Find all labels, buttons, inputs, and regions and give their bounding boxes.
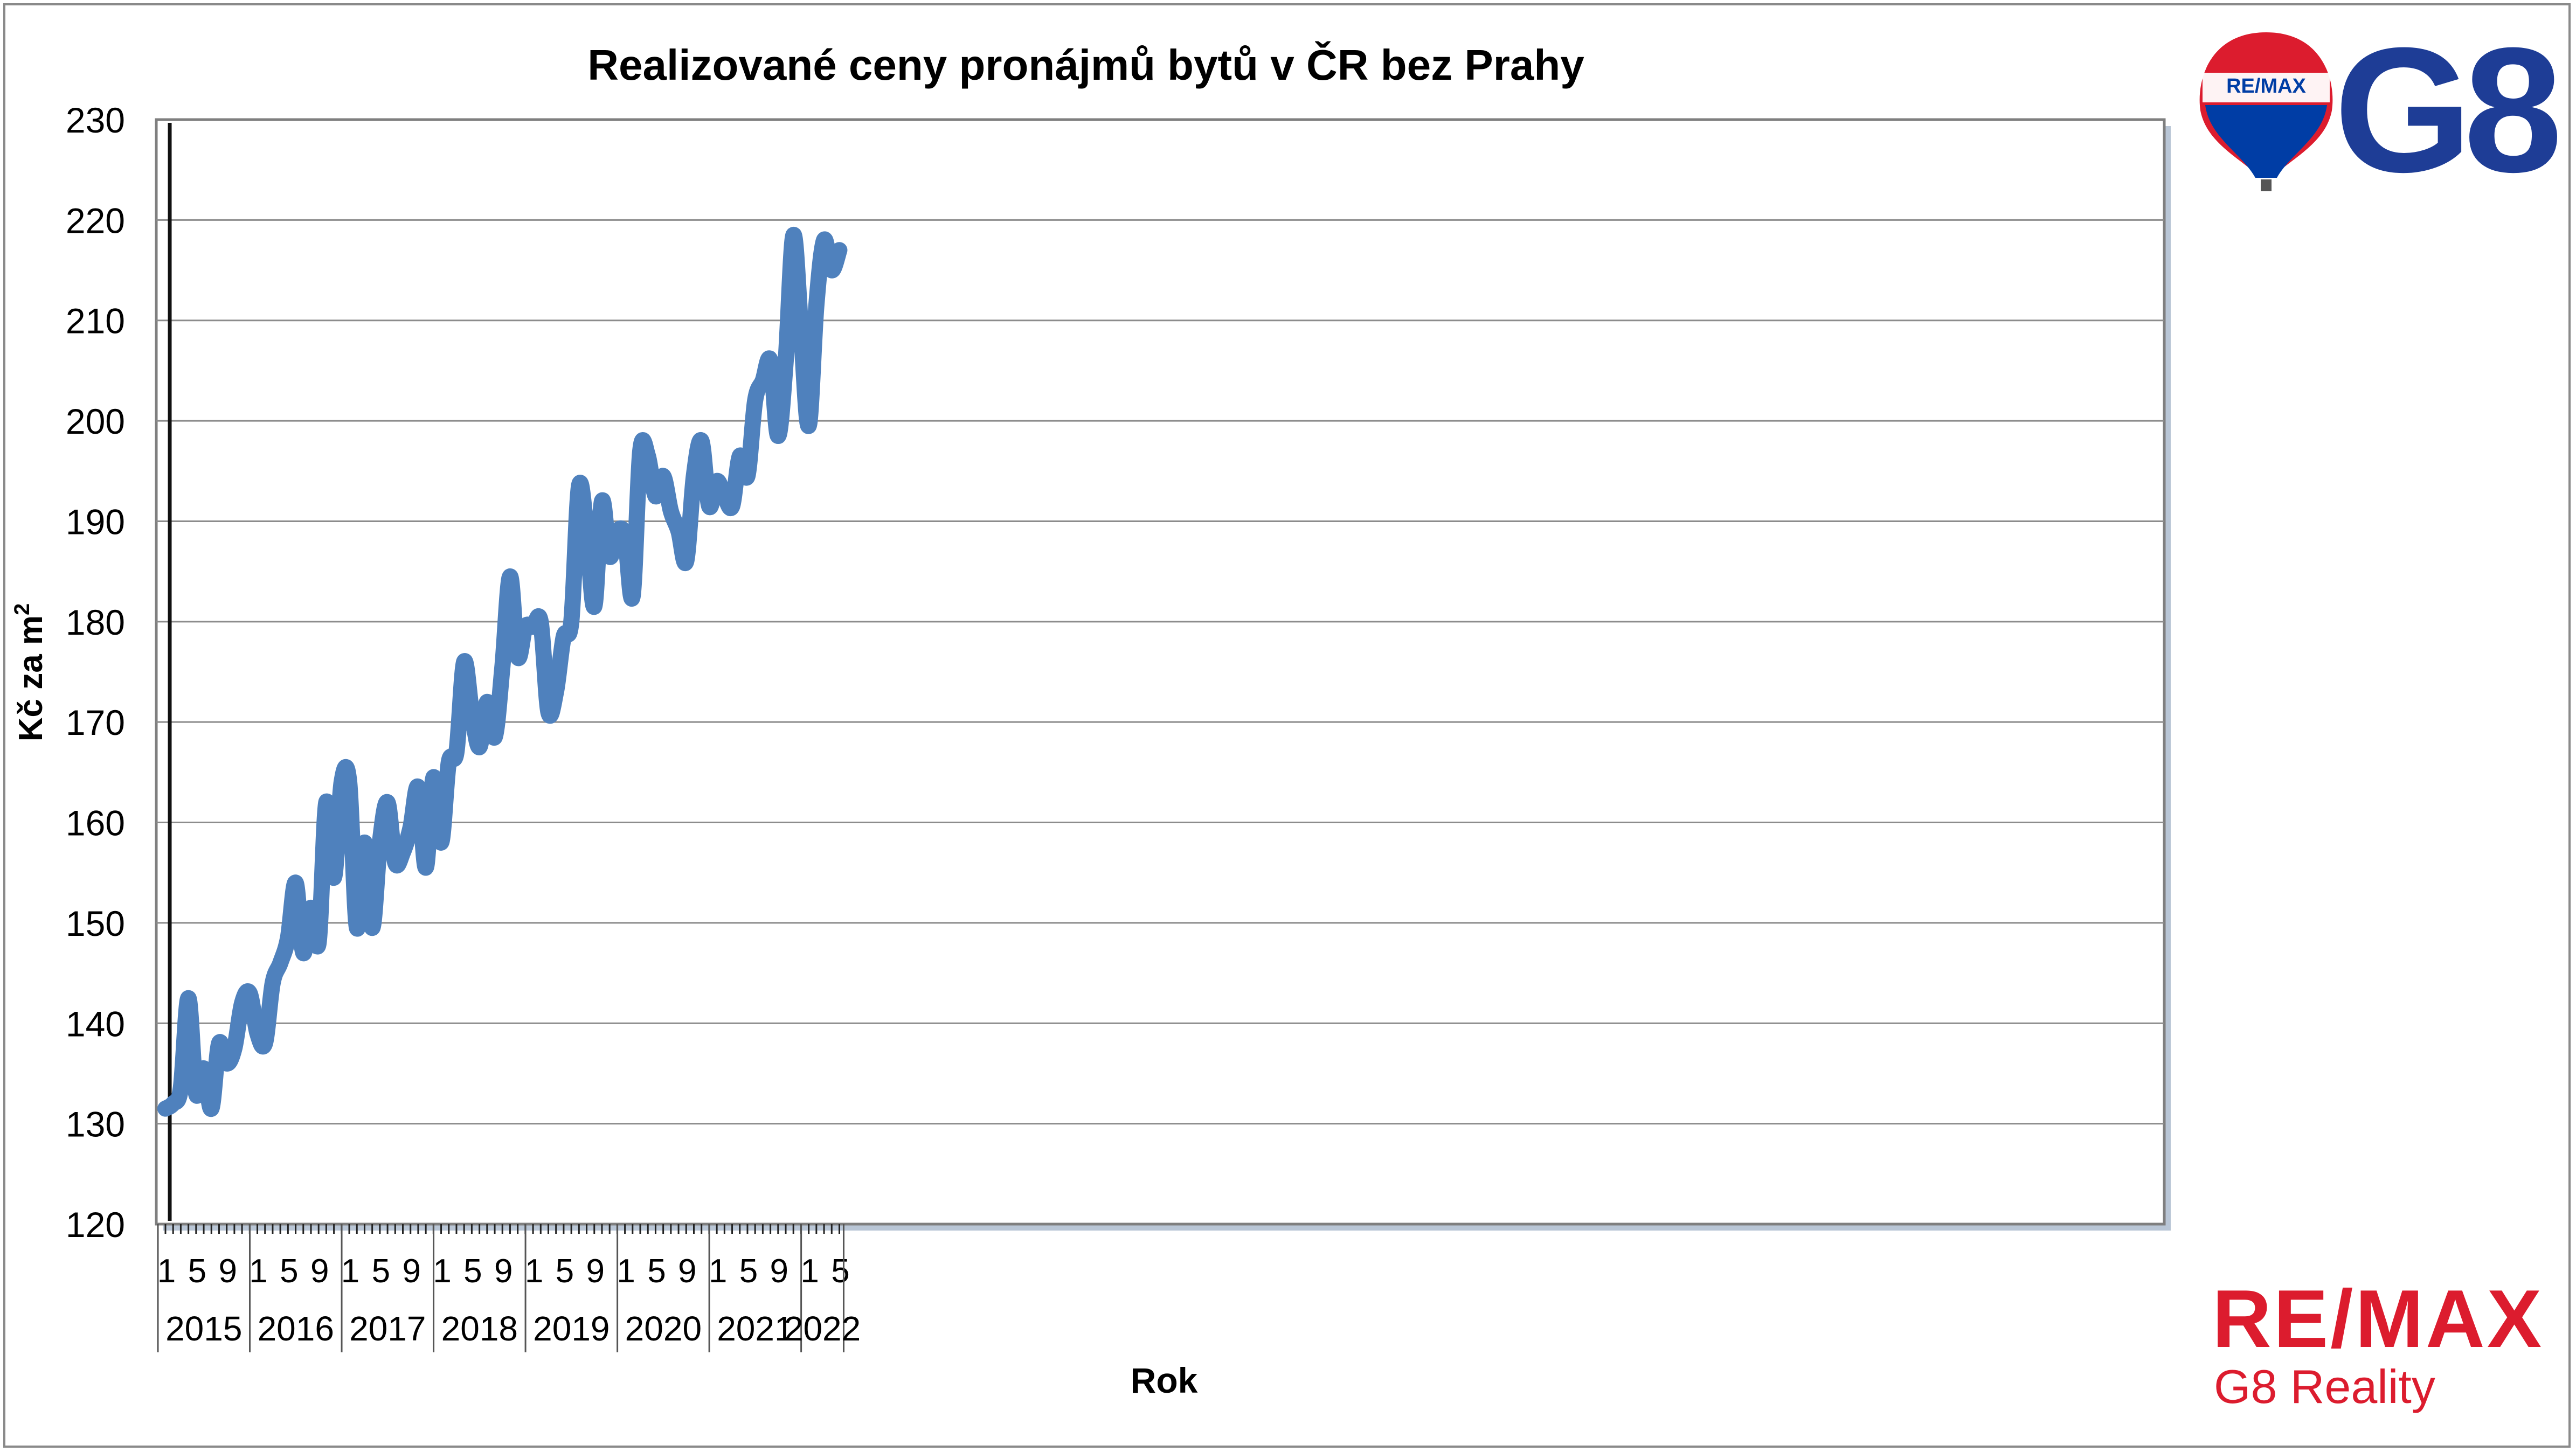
- chart-title: Realizované ceny pronájmů bytů v ČR bez …: [587, 41, 1584, 89]
- y-axis-label: Kč za m2: [10, 603, 50, 742]
- g8-logo-text: G8: [2334, 10, 2558, 209]
- x-month-tick-label: 9: [402, 1253, 420, 1290]
- x-year-label: 2021: [717, 1309, 793, 1348]
- y-tick-label: 130: [66, 1104, 125, 1144]
- y-tick-label: 210: [66, 301, 125, 341]
- x-month-tick-label: 9: [770, 1253, 788, 1290]
- y-axis-tick-labels: 120 130 140 150 160 170 180 190 200 210 220 230: [66, 100, 125, 1245]
- x-month-tick-label: 1: [709, 1253, 727, 1290]
- x-year-label: 2019: [533, 1309, 610, 1348]
- plot-area: [155, 118, 2166, 1226]
- x-month-tick-label: 1: [525, 1253, 543, 1290]
- x-month-tick-label: 9: [586, 1253, 605, 1290]
- y-tick-label: 120: [66, 1205, 125, 1245]
- x-month-tick-label: 5: [647, 1253, 666, 1290]
- balloon-blue-bottom: [2205, 105, 2327, 178]
- balloon-label: RE/MAX: [2226, 75, 2306, 98]
- y-axis-label-main: Kč za m: [12, 615, 50, 741]
- balloon-basket-icon: [2261, 179, 2272, 191]
- x-month-tick-label: 1: [157, 1253, 176, 1290]
- y-tick-label: 230: [66, 100, 125, 140]
- x-year-label: 2017: [349, 1309, 426, 1348]
- remax-balloon-logo: RE/MAX: [2199, 32, 2333, 191]
- y-tick-label: 140: [66, 1004, 125, 1044]
- remax-logo-text: RE/MAX: [2212, 1273, 2544, 1365]
- x-month-tick-label: 1: [433, 1253, 451, 1290]
- y-tick-label: 160: [66, 803, 125, 843]
- x-month-tick-label: 5: [372, 1253, 390, 1290]
- x-month-tick-label: 5: [463, 1253, 482, 1290]
- x-year-label: 2016: [258, 1309, 334, 1348]
- x-year-label: 2018: [441, 1309, 518, 1348]
- balloon-white-band: [2203, 73, 2330, 102]
- x-month-tick-label: 1: [617, 1253, 635, 1290]
- series-line: [157, 227, 848, 1117]
- x-axis-label: Rok: [1131, 1360, 1198, 1400]
- x-month-tick-label: 1: [249, 1253, 267, 1290]
- x-month-tick-label: 5: [556, 1253, 574, 1290]
- x-year-label: 2022: [784, 1309, 861, 1348]
- y-tick-label: 150: [66, 904, 125, 943]
- outer-frame: [3, 3, 2571, 1448]
- y-tick-label: 200: [66, 401, 125, 441]
- x-month-tick-label: 9: [218, 1253, 237, 1290]
- x-year-label: 2015: [165, 1309, 242, 1348]
- x-month-tick-label: 9: [494, 1253, 513, 1290]
- x-year-label: 2020: [625, 1309, 702, 1348]
- y-tick-label: 180: [66, 602, 125, 642]
- x-month-tick-label: 9: [310, 1253, 329, 1290]
- x-month-tick-label: 1: [800, 1253, 819, 1290]
- x-month-tick-label: 1: [341, 1253, 359, 1290]
- x-month-tick-label: 5: [280, 1253, 298, 1290]
- x-month-tick-label: 5: [188, 1253, 206, 1290]
- x-month-tick-label: 9: [678, 1253, 696, 1290]
- y-axis-label-sup: 2: [10, 603, 34, 615]
- y-tick-label: 190: [66, 502, 125, 541]
- x-month-tick-label: 5: [739, 1253, 758, 1290]
- x-month-tick-label: 5: [831, 1253, 849, 1290]
- reality-text: G8 Reality: [2214, 1360, 2435, 1413]
- y-tick-label: 170: [66, 703, 125, 742]
- y-tick-label: 220: [66, 200, 125, 240]
